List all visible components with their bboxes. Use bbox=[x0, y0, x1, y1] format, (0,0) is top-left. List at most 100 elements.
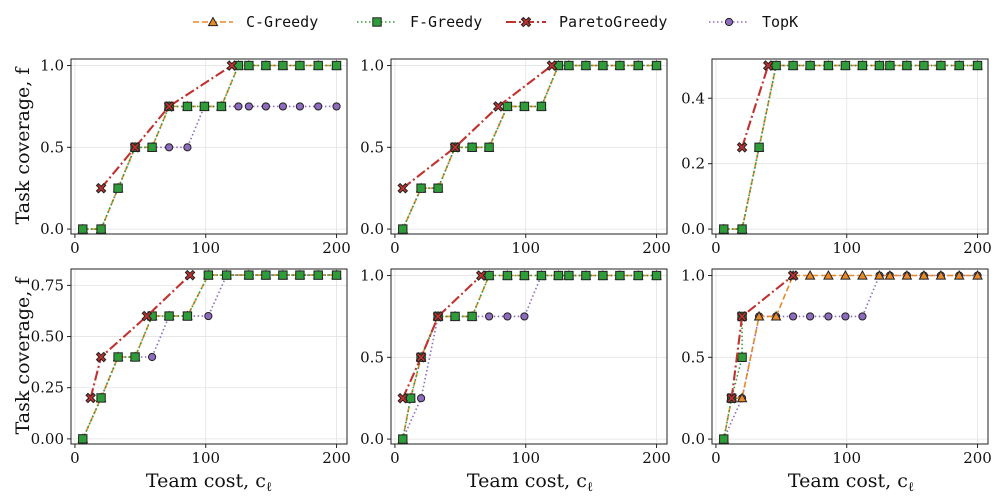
data-point bbox=[95, 351, 107, 363]
data-point bbox=[113, 183, 123, 193]
data-layer bbox=[397, 60, 662, 234]
panel-bottom-left: 0 100 200 0.00 0.25 0.50 0.75 bbox=[31, 268, 351, 467]
data-point bbox=[564, 270, 574, 281]
y-tick-label: 0.5 bbox=[40, 138, 64, 156]
data-point bbox=[398, 434, 408, 444]
data-point bbox=[113, 352, 123, 362]
data-point bbox=[553, 270, 564, 281]
series-line bbox=[402, 64, 553, 190]
x-tick-label: 100 bbox=[511, 239, 540, 257]
x-tick-label: 100 bbox=[511, 449, 540, 467]
panel-top-middle: 0 100 200 0.0 0.5 1.0 bbox=[360, 57, 671, 257]
data-point bbox=[972, 270, 983, 280]
y-tick-label: 0.75 bbox=[31, 276, 64, 294]
data-point bbox=[141, 310, 153, 322]
legend-marker bbox=[372, 17, 382, 27]
data-point bbox=[858, 312, 867, 321]
series-line bbox=[723, 64, 978, 230]
data-point bbox=[823, 60, 834, 71]
data-point bbox=[216, 101, 227, 112]
legend-label: TopK bbox=[762, 13, 798, 31]
panel-background bbox=[71, 269, 347, 444]
data-point bbox=[804, 270, 816, 280]
y-tick-label: 0.5 bbox=[681, 348, 705, 366]
y-axis-label: Task coverage, f bbox=[12, 66, 34, 225]
data-point bbox=[633, 270, 643, 281]
y-tick-label: 0.0 bbox=[360, 430, 384, 448]
x-tick-label: 200 bbox=[642, 239, 671, 257]
series-paretogreedy bbox=[736, 60, 774, 153]
y-tick-label: 0.2 bbox=[681, 155, 705, 173]
data-point bbox=[546, 60, 558, 71]
x-tick-label: 100 bbox=[191, 239, 220, 257]
panel-top-left: 0 100 200 0.0 0.5 1.0 bbox=[40, 57, 351, 257]
data-point bbox=[884, 270, 896, 280]
legend-item: C-Greedy bbox=[193, 13, 318, 31]
data-point bbox=[415, 352, 427, 363]
series-paretogreedy bbox=[95, 60, 238, 194]
x-tick-label: 100 bbox=[832, 449, 861, 467]
data-point bbox=[234, 102, 243, 111]
x-tick-label: 100 bbox=[191, 449, 220, 467]
data-point bbox=[737, 352, 747, 363]
data-point bbox=[295, 60, 305, 71]
data-point bbox=[788, 312, 798, 321]
legend-item: F-Greedy bbox=[357, 13, 482, 31]
data-point bbox=[536, 101, 547, 112]
data-point bbox=[450, 311, 460, 322]
data-point bbox=[405, 393, 416, 403]
series-line bbox=[100, 64, 233, 189]
data-point bbox=[416, 183, 426, 193]
data-point bbox=[719, 224, 729, 234]
data-point bbox=[788, 60, 798, 71]
series-line bbox=[89, 274, 191, 399]
data-point bbox=[935, 270, 947, 280]
data-point bbox=[129, 142, 141, 153]
data-point bbox=[261, 102, 271, 111]
series-line bbox=[723, 316, 743, 440]
data-point bbox=[332, 102, 341, 111]
data-point bbox=[726, 392, 737, 404]
panel-bottom-middle: 0 100 200 0.0 0.5 1.0 bbox=[360, 267, 671, 467]
data-point bbox=[261, 270, 271, 280]
data-point bbox=[805, 60, 815, 71]
data-point bbox=[770, 310, 782, 321]
data-point bbox=[857, 270, 868, 280]
data-point bbox=[615, 270, 625, 281]
data-point bbox=[918, 270, 930, 280]
data-point bbox=[449, 142, 461, 153]
data-point bbox=[184, 269, 196, 281]
data-point bbox=[806, 312, 815, 321]
data-point bbox=[485, 312, 494, 321]
data-point bbox=[183, 143, 192, 152]
panel-background bbox=[71, 59, 347, 234]
data-point bbox=[651, 270, 662, 281]
x-axis-label: Team cost, cℓ bbox=[146, 470, 272, 495]
data-point bbox=[771, 60, 781, 71]
panel-frame bbox=[70, 268, 348, 445]
x-axis-label: Team cost, cℓ bbox=[467, 470, 593, 495]
panel-frame bbox=[711, 268, 989, 445]
data-point bbox=[737, 224, 747, 234]
data-point bbox=[874, 270, 885, 280]
data-point bbox=[261, 60, 271, 71]
x-tick-label: 200 bbox=[322, 239, 351, 257]
legend-item: ParetoGreedy bbox=[506, 13, 667, 31]
y-tick-label: 0.0 bbox=[681, 430, 705, 448]
series-line bbox=[730, 274, 794, 399]
data-point bbox=[492, 101, 504, 112]
data-point bbox=[416, 394, 426, 403]
data-point bbox=[633, 60, 643, 71]
x-axis-label-subscript: ℓ bbox=[908, 480, 914, 495]
y-tick-label: 0.5 bbox=[360, 138, 384, 156]
y-tick-label: 0.00 bbox=[31, 430, 64, 448]
data-point bbox=[244, 270, 254, 280]
data-point bbox=[278, 60, 288, 71]
legend-label: C-Greedy bbox=[246, 13, 318, 31]
x-tick-label: 200 bbox=[963, 239, 992, 257]
data-point bbox=[221, 270, 232, 280]
data-point bbox=[432, 311, 444, 322]
data-point bbox=[203, 270, 214, 280]
data-point bbox=[581, 60, 591, 71]
